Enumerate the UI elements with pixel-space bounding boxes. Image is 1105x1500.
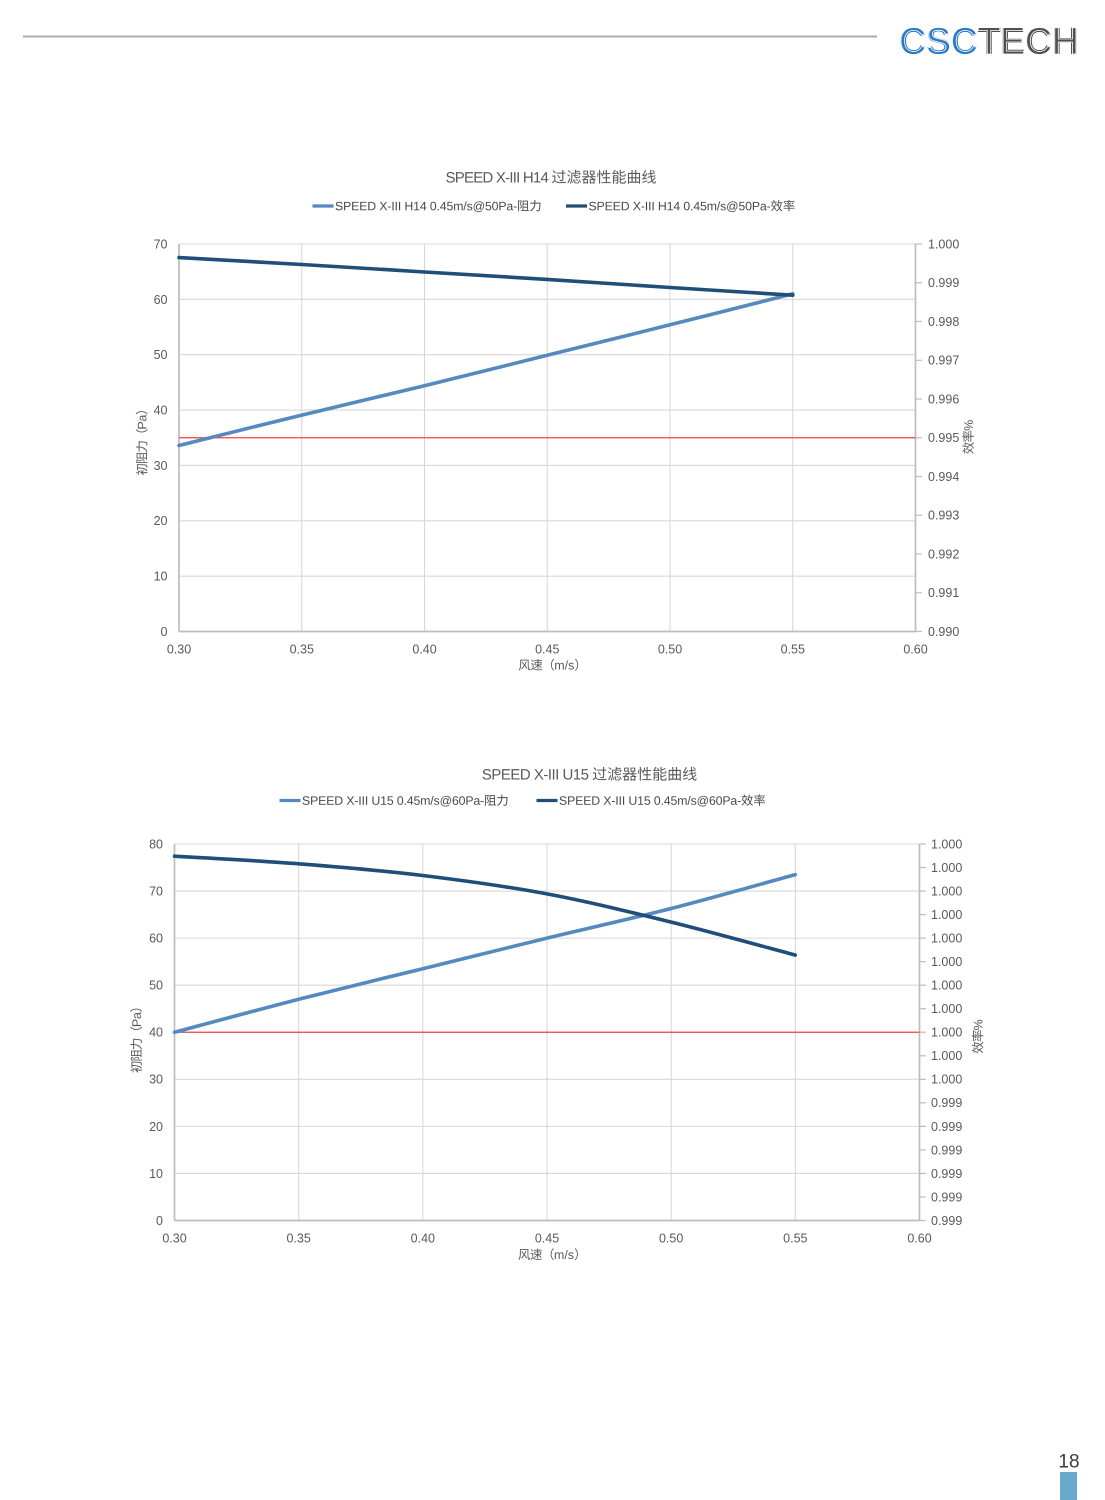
svg-text:0.55: 0.55 [783, 1232, 807, 1246]
svg-text:1.000: 1.000 [931, 979, 962, 993]
svg-text:18: 18 [1058, 1452, 1079, 1473]
svg-text:40: 40 [154, 403, 168, 417]
svg-text:10: 10 [149, 1167, 163, 1181]
svg-text:0.30: 0.30 [162, 1232, 186, 1246]
svg-text:0.990: 0.990 [928, 625, 959, 639]
svg-text:1.000: 1.000 [931, 837, 962, 851]
svg-text:70: 70 [154, 237, 168, 251]
svg-text:80: 80 [149, 837, 163, 851]
svg-text:1.000: 1.000 [931, 932, 962, 946]
svg-text:0.999: 0.999 [931, 1167, 962, 1181]
svg-text:0.992: 0.992 [928, 547, 959, 561]
svg-text:CSCTECH: CSCTECH [899, 21, 1078, 63]
svg-text:0: 0 [156, 1214, 163, 1228]
svg-text:0.994: 0.994 [928, 470, 959, 484]
svg-text:0.999: 0.999 [931, 1143, 962, 1157]
svg-text:0.997: 0.997 [928, 354, 959, 368]
svg-text:0.45: 0.45 [535, 1232, 559, 1246]
svg-text:0.996: 0.996 [928, 392, 959, 406]
svg-text:0.60: 0.60 [907, 1232, 931, 1246]
svg-text:0: 0 [161, 625, 168, 639]
svg-text:0.999: 0.999 [931, 1120, 962, 1134]
svg-text:60: 60 [149, 932, 163, 946]
svg-text:0.999: 0.999 [931, 1190, 962, 1204]
svg-text:30: 30 [154, 459, 168, 473]
svg-text:0.55: 0.55 [781, 643, 805, 657]
svg-text:70: 70 [149, 884, 163, 898]
svg-text:1.000: 1.000 [931, 955, 962, 969]
svg-text:CSCTECH: CSCTECH [899, 21, 1078, 63]
svg-text:0.30: 0.30 [167, 643, 191, 657]
svg-text:0.995: 0.995 [928, 431, 959, 445]
svg-text:20: 20 [149, 1120, 163, 1134]
svg-text:0.999: 0.999 [928, 276, 959, 290]
svg-text:0.35: 0.35 [290, 643, 314, 657]
svg-text:0.45: 0.45 [535, 643, 559, 657]
svg-text:0.999: 0.999 [931, 1096, 962, 1110]
svg-text:1.000: 1.000 [931, 1049, 962, 1063]
svg-text:20: 20 [154, 514, 168, 528]
svg-text:30: 30 [149, 1073, 163, 1087]
svg-text:1.000: 1.000 [931, 1073, 962, 1087]
svg-text:50: 50 [149, 979, 163, 993]
svg-text:0.998: 0.998 [928, 315, 959, 329]
svg-text:10: 10 [154, 570, 168, 584]
svg-text:1.000: 1.000 [931, 861, 962, 875]
svg-text:1.000: 1.000 [931, 884, 962, 898]
svg-text:1.000: 1.000 [931, 908, 962, 922]
svg-text:60: 60 [154, 293, 168, 307]
svg-text:0.40: 0.40 [411, 1232, 435, 1246]
svg-text:1.000: 1.000 [928, 237, 959, 251]
svg-text:0.993: 0.993 [928, 509, 959, 523]
svg-text:0.991: 0.991 [928, 586, 959, 600]
svg-text:0.40: 0.40 [412, 643, 436, 657]
svg-text:0.35: 0.35 [286, 1232, 310, 1246]
svg-text:0.50: 0.50 [658, 643, 682, 657]
svg-text:0.50: 0.50 [659, 1232, 683, 1246]
svg-text:1.000: 1.000 [931, 1026, 962, 1040]
svg-text:0.60: 0.60 [903, 643, 927, 657]
svg-text:1.000: 1.000 [931, 1002, 962, 1016]
svg-text:0.999: 0.999 [931, 1214, 962, 1228]
svg-text:40: 40 [149, 1026, 163, 1040]
svg-text:50: 50 [154, 348, 168, 362]
